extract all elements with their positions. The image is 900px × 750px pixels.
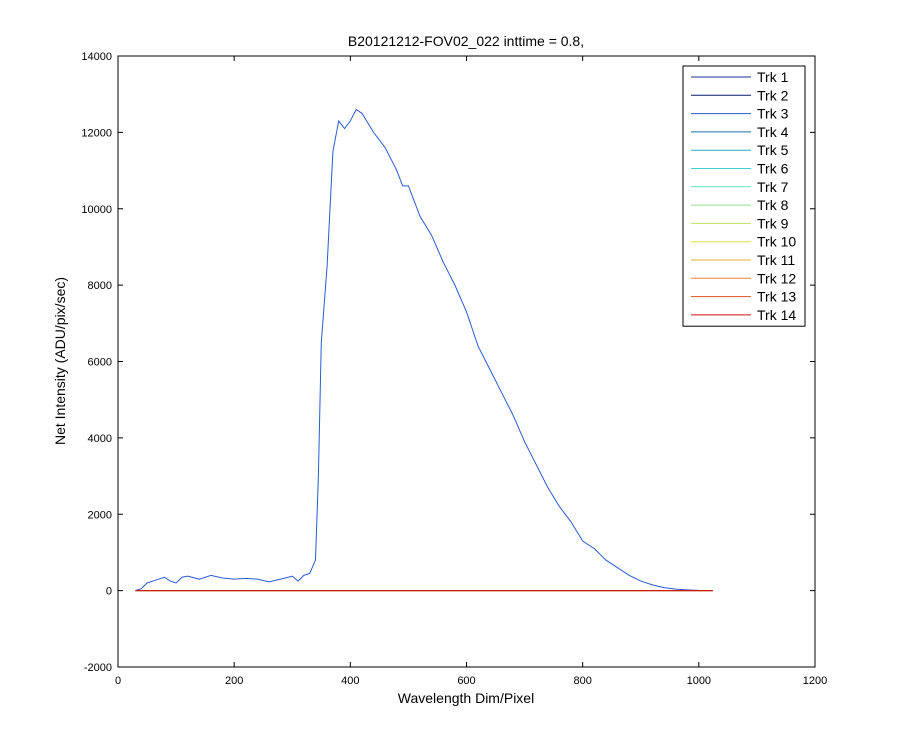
- series-line: [135, 108, 713, 592]
- legend-label: Trk 10: [757, 234, 796, 250]
- legend-label: Trk 13: [757, 289, 796, 305]
- y-axis-label: Net Intensity (ADU/pix/sec): [52, 277, 68, 445]
- y-tick-label: 10000: [81, 204, 112, 216]
- y-tick-label: 2000: [88, 509, 112, 521]
- legend-label: Trk 3: [757, 106, 789, 122]
- legend-label: Trk 4: [757, 124, 789, 140]
- legend-label: Trk 5: [757, 142, 789, 158]
- legend-label: Trk 12: [757, 270, 796, 286]
- y-tick-label: 6000: [88, 357, 112, 369]
- legend-box: [682, 65, 806, 327]
- x-axis-label: Wavelength Dim/Pixel: [398, 690, 534, 706]
- y-tick-label: 0: [106, 586, 112, 598]
- x-tick-label: 0: [115, 675, 121, 687]
- x-tick-label: 1000: [687, 675, 711, 687]
- x-tick-label: 800: [573, 675, 591, 687]
- chart-title: B20121212-FOV02_022 inttime = 0.8,: [348, 33, 584, 49]
- x-tick-label: 1200: [803, 675, 827, 687]
- legend-label: Trk 1: [757, 69, 789, 85]
- x-tick-label: 600: [457, 675, 475, 687]
- legend-label: Trk 8: [757, 197, 789, 213]
- y-tick-label: -2000: [84, 662, 112, 674]
- legend-label: Trk 11: [757, 252, 795, 268]
- y-tick-label: 4000: [88, 433, 112, 445]
- y-tick-label: 14000: [81, 51, 112, 63]
- legend-label: Trk 9: [757, 215, 789, 231]
- legend-label: Trk 2: [757, 87, 789, 103]
- y-tick-label: 12000: [81, 127, 112, 139]
- x-tick-label: 200: [225, 675, 243, 687]
- legend-label: Trk 6: [757, 161, 789, 177]
- legend-label: Trk 14: [757, 307, 796, 323]
- x-tick-label: 400: [341, 675, 359, 687]
- y-tick-label: 8000: [88, 280, 112, 292]
- legend-label: Trk 7: [757, 179, 789, 195]
